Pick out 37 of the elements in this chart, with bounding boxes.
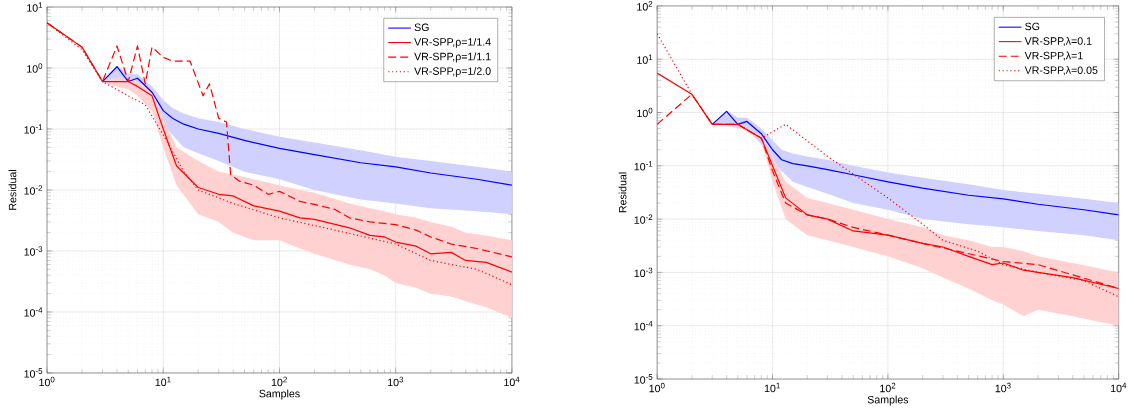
legend-label: SG [414, 23, 429, 32]
y-axis-title: Residual [618, 172, 627, 213]
legend-label: VR-SPP,ρ=1/1.4 [414, 37, 491, 48]
x-axis-title: Samples [259, 389, 300, 400]
legend-label: SG [1025, 22, 1040, 31]
y-tick-label: 10$^{-5}$ [24, 368, 43, 378]
x-axis-title: Samples [867, 395, 909, 406]
y-tick-label: 10$^{1}$ [27, 2, 43, 12]
y-tick-label: 10$^{2}$ [637, 1, 653, 11]
y-tick-label: 10$^{0}$ [27, 63, 43, 73]
y-tick-label: 10$^{0}$ [637, 107, 653, 118]
legend-label: VR-SPP,ρ=1/2.0 [414, 67, 491, 78]
y-tick-label: 10$^{-4}$ [24, 307, 43, 317]
y-tick-label: 10$^{-2}$ [24, 185, 43, 195]
legend-label: VR-SPP,λ=0.1 [1024, 37, 1092, 47]
y-tick-label: 10$^{1}$ [637, 54, 653, 64]
y-tick-label: 10$^{-3}$ [634, 267, 653, 278]
x-tick-label: 10$^{4}$ [1111, 382, 1127, 393]
legend-label: VR-SPP,λ=1 [1024, 51, 1083, 61]
y-tick-label: 10$^{-5}$ [634, 374, 653, 384]
x-tick-label: 10$^{4}$ [504, 376, 520, 387]
x-tick-label: 10$^{1}$ [764, 382, 780, 393]
x-tick-label: 10$^{2}$ [880, 382, 896, 393]
y-tick-label: 10$^{-2}$ [634, 214, 653, 224]
y-tick-label: 10$^{-3}$ [24, 246, 43, 256]
legend-label: VR-SPP,λ=0.05 [1024, 66, 1098, 76]
x-tick-label: 10$^{3}$ [388, 376, 404, 387]
x-tick-label: 10$^{1}$ [155, 376, 171, 387]
x-tick-label: 10$^{0}$ [649, 382, 665, 393]
y-tick-label: 10$^{-1}$ [24, 124, 43, 134]
legend-label: VR-SPP,ρ=1/1.1 [414, 52, 491, 63]
y-axis-title: Residual [8, 170, 17, 210]
x-tick-label: 10$^{3}$ [995, 382, 1011, 393]
x-tick-label: 10$^{0}$ [39, 376, 55, 387]
y-tick-label: 10$^{-1}$ [634, 161, 653, 171]
x-tick-label: 10$^{2}$ [271, 376, 287, 387]
y-tick-label: 10$^{-4}$ [634, 321, 653, 331]
